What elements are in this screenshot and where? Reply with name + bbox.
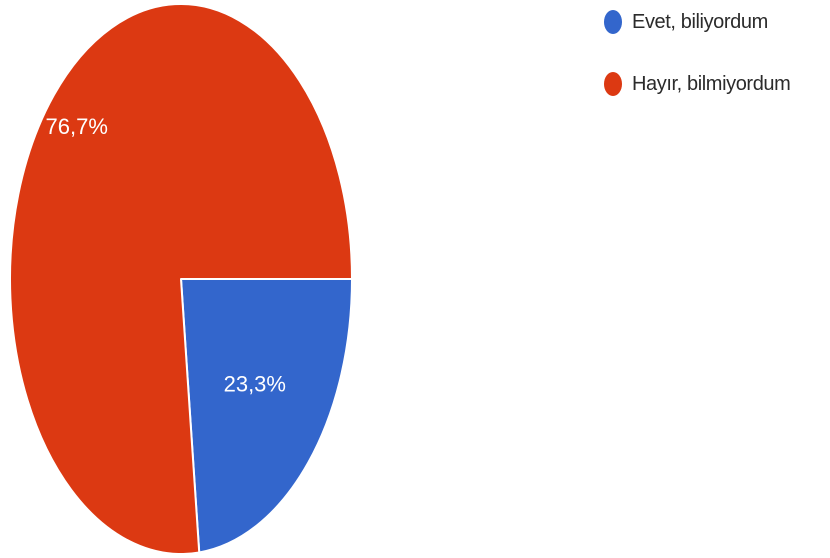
pie-slice-label-0: 23,3% bbox=[224, 371, 286, 396]
chart-legend: Evet, biliyordum Hayır, bilmiyordum bbox=[604, 6, 828, 130]
legend-label-hayir: Hayır, bilmiyordum bbox=[632, 72, 791, 95]
legend-label-evet: Evet, biliyordum bbox=[632, 10, 768, 33]
legend-swatch-evet bbox=[604, 10, 622, 34]
legend-swatch-hayir bbox=[604, 72, 622, 96]
legend-item-evet: Evet, biliyordum bbox=[604, 6, 828, 38]
pie-slice-label-1: 76,7% bbox=[46, 114, 108, 139]
pie-slice-1 bbox=[9, 3, 353, 555]
legend-item-hayir: Hayır, bilmiyordum bbox=[604, 68, 828, 100]
pie-slice-0 bbox=[180, 278, 353, 554]
